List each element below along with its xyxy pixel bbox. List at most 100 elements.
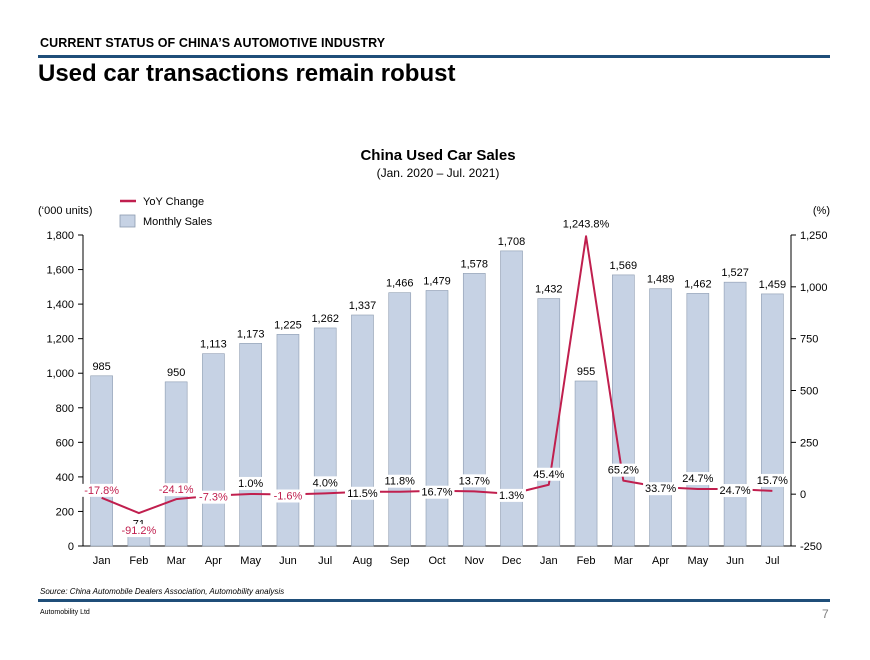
yoy-value-label: 16.7% [421, 487, 452, 499]
yoy-value-label: 11.5% [347, 488, 378, 500]
category-label: Mar [167, 555, 186, 567]
sales-bar [537, 298, 561, 547]
yoy-label-background [456, 474, 492, 488]
sales-bar [500, 250, 523, 547]
yoy-label-background [680, 472, 716, 486]
sales-bar [723, 281, 747, 547]
page-number: 7 [822, 607, 829, 621]
source-note: Source: China Automobile Dealers Associa… [40, 587, 285, 596]
left-tick-label: 1,600 [46, 265, 74, 277]
chart-title: China Used Car Sales [360, 147, 515, 164]
yoy-value-label: 45.4% [533, 469, 564, 481]
page-title: Used car transactions remain robust [38, 60, 456, 87]
sales-value-label: 1,578 [460, 258, 488, 270]
sales-bar [574, 380, 598, 547]
yoy-label-background [118, 524, 160, 538]
yoy-value-label: -91.2% [121, 525, 156, 537]
yoy-label-background [344, 486, 380, 500]
category-label: Oct [428, 555, 445, 567]
yoy-value-label: 1.0% [238, 478, 263, 490]
category-label: Jul [765, 555, 779, 567]
sales-value-label: 1,262 [311, 313, 339, 325]
category-label: Jun [726, 555, 744, 567]
sales-bar [686, 293, 710, 547]
yoy-label-background [419, 485, 455, 499]
category-label: May [687, 555, 708, 567]
category-label: Mar [614, 555, 633, 567]
left-tick-label: 800 [56, 403, 74, 415]
company-name: Automobility Ltd [40, 609, 90, 616]
yoy-value-label: 13.7% [459, 475, 490, 487]
right-tick-label: 500 [800, 386, 818, 398]
yoy-label-background [497, 488, 526, 502]
right-tick-label: 1,250 [800, 230, 828, 242]
yoy-value-label: 24.7% [682, 473, 713, 485]
yoy-label-background [605, 463, 641, 477]
category-label: Nov [464, 555, 484, 567]
yoy-value-label: 11.8% [385, 476, 416, 488]
yoy-value-label: 65.2% [608, 465, 639, 477]
sales-value-label: 1,527 [721, 267, 749, 279]
sales-bar [276, 334, 300, 547]
sales-bar [239, 343, 262, 547]
sales-value-label: 1,462 [684, 278, 712, 290]
yoy-label-background [270, 489, 306, 503]
left-tick-label: 200 [56, 506, 74, 518]
sales-bar [164, 381, 188, 547]
bottom-rule [38, 599, 830, 602]
left-tick-label: 600 [56, 437, 74, 449]
sales-bar [649, 288, 672, 547]
sales-bar [462, 273, 486, 547]
left-tick-label: 1,000 [46, 368, 74, 380]
sales-bar [90, 375, 113, 547]
sales-value-label: 1,466 [386, 278, 414, 290]
legend-bar-swatch [119, 214, 136, 228]
yoy-value-label: -17.8% [84, 485, 119, 497]
category-label: Feb [129, 555, 148, 567]
yoy-value-label: 1,243.8% [563, 218, 610, 230]
category-label: Jun [279, 555, 297, 567]
yoy-label-background [310, 476, 340, 490]
yoy-value-label: 1.3% [499, 490, 524, 502]
sales-value-label: 1,569 [610, 260, 638, 272]
category-label: Sep [390, 555, 410, 567]
sales-value-label: 1,479 [423, 275, 451, 287]
yoy-label-background [382, 474, 418, 488]
yoy-value-label: -24.1% [159, 484, 194, 496]
yoy-value-label: 33.7% [645, 483, 676, 495]
category-label: May [240, 555, 261, 567]
yoy-label-background [155, 483, 197, 497]
left-tick-label: 1,400 [46, 299, 74, 311]
category-label: Jul [318, 555, 332, 567]
sales-value-label: 985 [92, 361, 110, 373]
yoy-label-background [643, 482, 679, 496]
section-kicker: CURRENT STATUS OF CHINA’S AUTOMOTIVE IND… [40, 36, 386, 50]
right-tick-label: 0 [800, 489, 806, 501]
yoy-label-background [236, 476, 266, 490]
sales-value-label: 1,459 [759, 279, 787, 291]
yoy-label-background [195, 490, 231, 504]
sales-bar [351, 314, 374, 547]
left-axis-label: (‘000 units) [38, 205, 92, 217]
top-rule [38, 55, 830, 58]
category-label: Dec [502, 555, 522, 567]
left-tick-label: 400 [56, 472, 74, 484]
left-tick-label: 0 [68, 541, 74, 553]
sales-bar [313, 327, 337, 547]
yoy-label-background [754, 473, 790, 487]
sales-bar [425, 290, 449, 547]
category-label: Jan [93, 555, 111, 567]
sales-value-label: 1,173 [237, 328, 265, 340]
right-axis-label: (%) [813, 205, 830, 217]
sales-bar [202, 353, 225, 547]
yoy-label-background [81, 483, 123, 497]
sales-value-label: 1,432 [535, 284, 563, 296]
sales-value-label: 950 [167, 367, 185, 379]
yoy-value-label: 15.7% [757, 475, 788, 487]
sales-value-label: 1,113 [200, 339, 227, 351]
category-label: Apr [205, 555, 222, 567]
left-tick-label: 1,200 [46, 334, 74, 346]
legend-sales-label: Monthly Sales [143, 216, 213, 228]
yoy-value-label: 4.0% [313, 477, 338, 489]
